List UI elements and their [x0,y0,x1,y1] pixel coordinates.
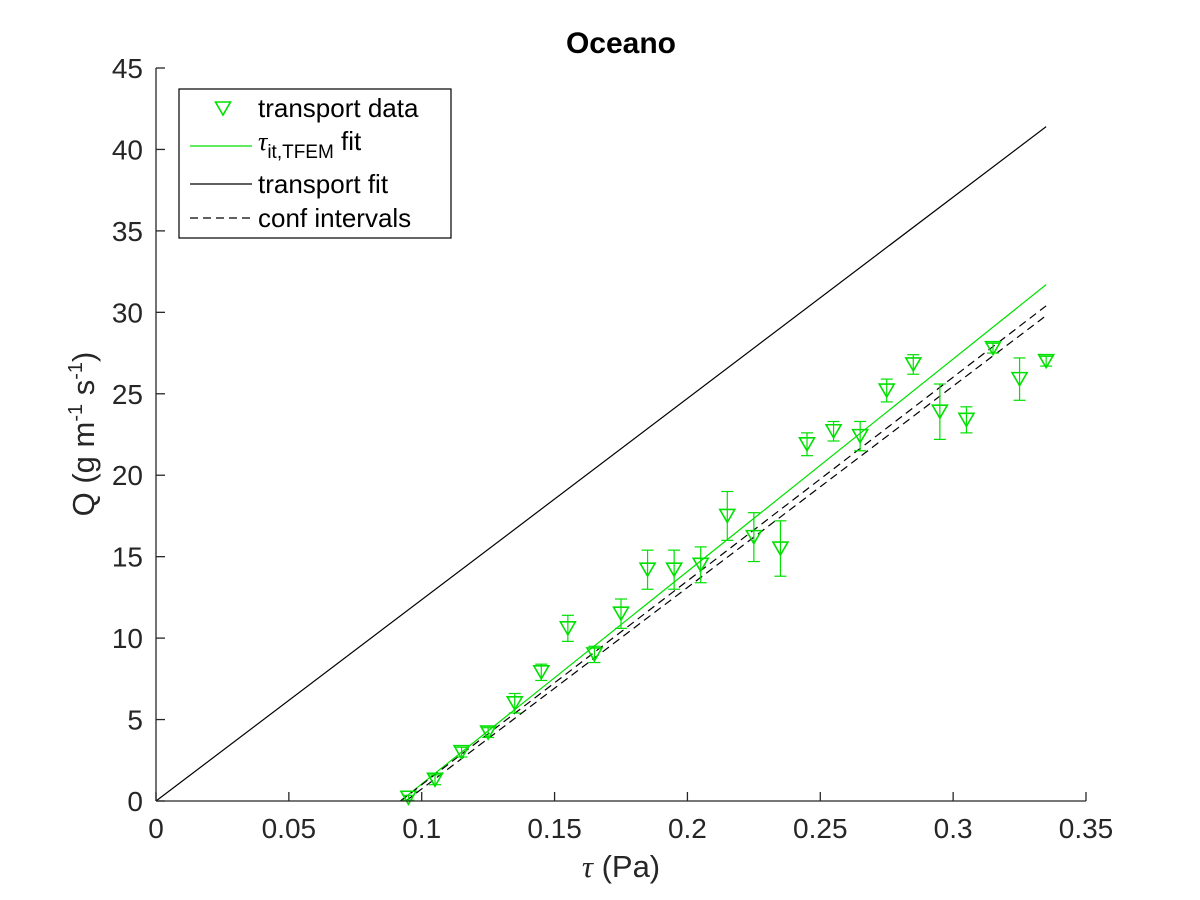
data-point-marker [798,436,816,453]
data-point-marker [824,423,843,440]
data-point-marker [718,508,737,525]
series-layer [155,126,1056,806]
chart-title: Oceano [566,27,676,60]
data-point-marker [665,562,684,578]
data-point-marker [877,383,896,399]
transport-fit-line [155,126,1047,802]
x-axis-label: τ (Pa) [582,849,660,884]
legend-label-tfem-fit: τit,TFEM fit [258,126,362,163]
data-point-marker [984,340,1002,357]
data-point-marker [638,562,657,578]
data-point-marker [851,428,870,445]
legend-label-transport-data: transport data [258,93,419,123]
axes-layer [155,68,1086,802]
y-tick-label: 40 [112,134,143,165]
x-axis-label-symbol: τ [582,849,595,884]
data-point-marker [1010,371,1029,388]
tfem-fit-line [400,284,1047,802]
data-point-marker [691,557,710,573]
legend-label-conf-intervals: conf intervals [258,203,411,233]
y-tick-label: 15 [112,542,143,573]
data-point-marker [612,606,630,622]
data-point-marker [930,404,949,420]
data-point-marker [505,695,524,712]
y-axis-label-end: ) [66,352,101,362]
y-tick-label: 0 [127,786,143,817]
data-point-marker [585,647,604,663]
y-tick-label: 45 [112,53,143,84]
x-tick-label: 0.15 [527,813,582,844]
y-axis-label-sup2: -1 [65,362,87,380]
legend: transport data τit,TFEM fit transport fi… [178,88,452,239]
x-tick-label: 0.05 [262,813,317,844]
x-tick-label: 0.2 [668,813,707,844]
ticks-layer: 0 0.05 0.1 0.15 0.2 0.25 0.3 0.35 0 5 10 15 20 25 30 35… [112,53,1113,844]
x-tick-label: 0.1 [402,813,441,844]
data-point-marker [558,621,577,637]
data-point-marker [904,357,923,373]
x-tick-label: 0 [148,813,164,844]
legend-tfem-sub: it,TFEM [267,142,334,163]
data-point-marker [744,529,763,546]
data-point-marker [399,790,418,806]
y-tick-label: 25 [112,379,143,410]
y-axis-label: Q (g m-1 s-1) [65,352,101,517]
data-point-marker [479,725,498,741]
conf-interval-line [400,305,1047,802]
y-axis-label-mid: s [66,380,101,404]
y-tick-label: 5 [127,705,143,736]
legend-marker-transport-data [214,101,232,117]
y-tick-label: 35 [112,216,143,247]
x-tick-label: 0.3 [934,813,973,844]
y-tick-label: 30 [112,297,143,328]
y-tick-label: 10 [112,623,143,654]
x-tick-label: 0.35 [1059,813,1114,844]
legend-label-transport-fit: transport fit [258,169,389,199]
data-point-marker [1037,353,1056,370]
data-point-marker [957,412,976,428]
y-axis-label-base: Q (g m [66,422,101,517]
data-point-marker [452,744,471,761]
legend-tfem-suffix: fit [334,126,362,156]
data-point-marker [771,541,790,557]
y-tick-label: 20 [112,460,143,491]
x-axis-label-unit: (Pa) [593,849,660,884]
legend-tfem-symbol: τ [258,127,269,156]
data-point-marker [426,772,444,788]
y-axis-label-sup1: -1 [65,404,87,422]
data-point-marker [532,665,551,681]
x-tick-label: 0.25 [793,813,848,844]
